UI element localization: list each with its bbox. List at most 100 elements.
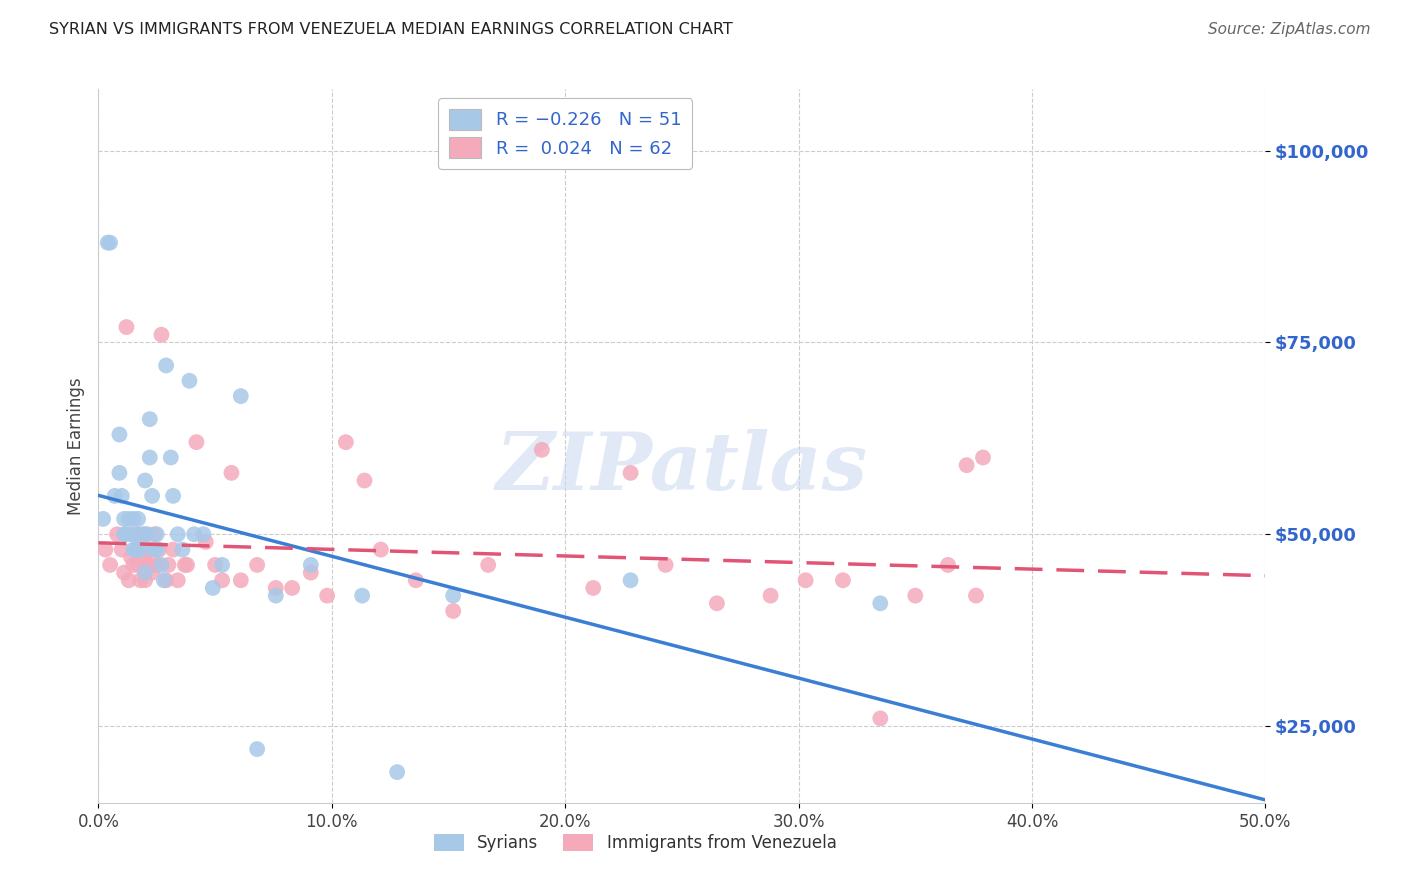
Point xyxy=(441,589,464,603)
Point xyxy=(146,558,169,572)
Point xyxy=(115,527,138,541)
Point xyxy=(108,427,131,442)
Point xyxy=(229,574,252,588)
Y-axis label: Median Earnings: Median Earnings xyxy=(66,377,84,515)
Point xyxy=(706,596,728,610)
Point xyxy=(477,558,499,572)
Point xyxy=(299,558,322,572)
Point xyxy=(193,527,215,541)
Point xyxy=(204,558,226,572)
Point xyxy=(112,527,135,541)
Point xyxy=(141,566,163,580)
Point xyxy=(619,574,641,588)
Point xyxy=(794,574,817,588)
Point xyxy=(582,581,605,595)
Point xyxy=(120,550,142,565)
Point xyxy=(122,512,145,526)
Point xyxy=(141,489,163,503)
Point xyxy=(211,558,233,572)
Point xyxy=(120,527,142,541)
Point xyxy=(148,542,170,557)
Point xyxy=(125,542,148,557)
Point xyxy=(146,542,169,557)
Text: SYRIAN VS IMMIGRANTS FROM VENEZUELA MEDIAN EARNINGS CORRELATION CHART: SYRIAN VS IMMIGRANTS FROM VENEZUELA MEDI… xyxy=(49,22,733,37)
Point xyxy=(134,574,156,588)
Point xyxy=(98,235,121,250)
Point xyxy=(122,542,145,557)
Point xyxy=(869,596,891,610)
Point xyxy=(173,558,195,572)
Point xyxy=(139,450,162,465)
Point xyxy=(352,589,374,603)
Point xyxy=(155,574,177,588)
Point xyxy=(91,512,114,526)
Point xyxy=(132,542,155,557)
Point xyxy=(146,527,169,541)
Point xyxy=(125,542,148,557)
Point xyxy=(264,589,287,603)
Point xyxy=(134,566,156,580)
Point xyxy=(162,489,184,503)
Point xyxy=(281,581,304,595)
Point xyxy=(155,359,177,373)
Point xyxy=(166,527,188,541)
Point xyxy=(176,558,198,572)
Point xyxy=(94,542,117,557)
Point xyxy=(179,374,201,388)
Point xyxy=(965,589,987,603)
Point xyxy=(111,542,134,557)
Point xyxy=(335,435,357,450)
Point xyxy=(150,558,173,572)
Point xyxy=(136,558,159,572)
Point xyxy=(112,512,135,526)
Point xyxy=(162,542,184,557)
Point xyxy=(194,535,217,549)
Point xyxy=(127,542,149,557)
Point xyxy=(654,558,676,572)
Point xyxy=(759,589,782,603)
Point xyxy=(183,527,205,541)
Point xyxy=(97,235,120,250)
Point xyxy=(118,512,141,526)
Point xyxy=(115,320,138,334)
Point xyxy=(159,450,181,465)
Point xyxy=(127,527,149,541)
Point xyxy=(956,458,979,473)
Point xyxy=(264,581,287,595)
Point xyxy=(370,542,392,557)
Point xyxy=(134,474,156,488)
Point xyxy=(146,558,169,572)
Point xyxy=(299,566,322,580)
Text: Source: ZipAtlas.com: Source: ZipAtlas.com xyxy=(1208,22,1371,37)
Point xyxy=(127,558,149,572)
Point xyxy=(139,412,162,426)
Point xyxy=(904,589,927,603)
Point xyxy=(172,542,194,557)
Point xyxy=(98,558,121,572)
Point xyxy=(405,574,427,588)
Point xyxy=(869,711,891,725)
Point xyxy=(229,389,252,403)
Point xyxy=(353,474,375,488)
Point xyxy=(246,742,269,756)
Point xyxy=(211,574,233,588)
Point xyxy=(139,542,162,557)
Point xyxy=(150,327,173,342)
Point xyxy=(125,527,148,541)
Point xyxy=(157,558,180,572)
Point xyxy=(129,542,152,557)
Point xyxy=(201,581,224,595)
Point xyxy=(143,527,166,541)
Point xyxy=(152,574,174,588)
Point xyxy=(118,574,141,588)
Point xyxy=(122,558,145,572)
Point xyxy=(441,604,464,618)
Point xyxy=(111,489,134,503)
Point xyxy=(104,489,127,503)
Point xyxy=(136,527,159,541)
Point xyxy=(316,589,339,603)
Point xyxy=(186,435,208,450)
Point xyxy=(143,542,166,557)
Point xyxy=(105,527,128,541)
Text: ZIPatlas: ZIPatlas xyxy=(496,429,868,506)
